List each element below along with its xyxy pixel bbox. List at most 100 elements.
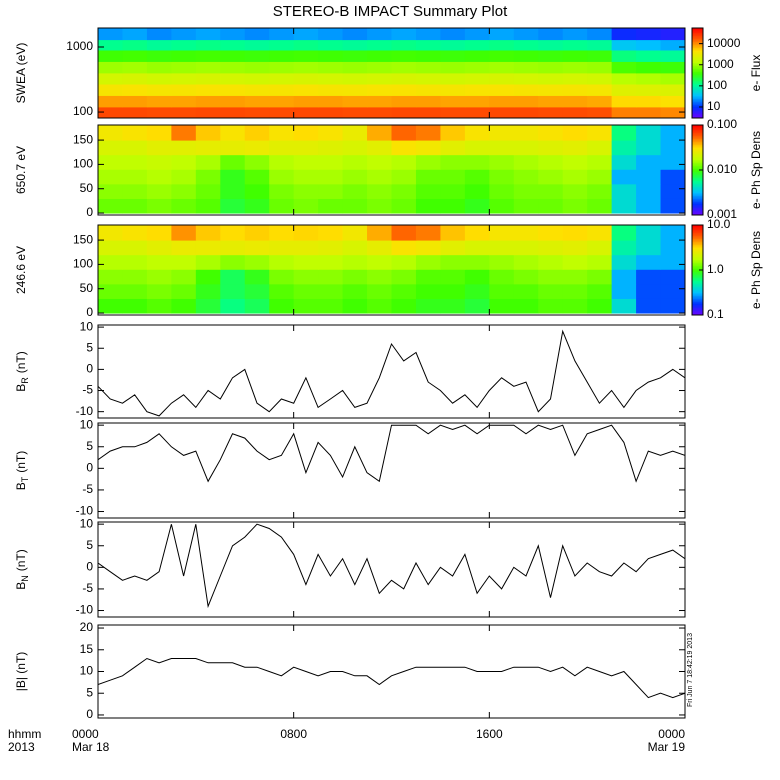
heatmap-cell — [391, 125, 417, 141]
colorbar-segment — [692, 238, 703, 241]
heatmap-cell — [244, 61, 270, 74]
heatmap-cell — [489, 140, 515, 156]
colorbar-segment — [692, 288, 703, 290]
heatmap-cell — [195, 49, 221, 62]
heatmap-cell — [464, 283, 490, 299]
heatmap-cell — [587, 269, 613, 285]
heatmap-cell — [562, 39, 588, 51]
colorbar-segment — [692, 29, 703, 32]
y-tick-label: 150 — [73, 132, 93, 146]
heatmap-cell — [562, 298, 588, 314]
colorbar-segment — [692, 100, 703, 102]
y-tick-label: 1000 — [66, 39, 93, 53]
heatmap-cell — [171, 39, 197, 51]
heatmap-cell — [587, 83, 613, 96]
heatmap-cell — [660, 154, 685, 170]
line-series — [98, 329, 685, 417]
heatmap-cell — [611, 298, 637, 314]
colorbar-segment — [692, 191, 703, 193]
heatmap-cell — [122, 83, 148, 96]
heatmap-cell — [293, 298, 319, 314]
y-tick-label: 15 — [80, 642, 94, 656]
heatmap-cell — [415, 254, 441, 270]
colorbar-segment — [692, 64, 703, 66]
colorbar-segment — [692, 62, 703, 65]
colorbar-segment — [692, 259, 703, 262]
heatmap-cell — [611, 240, 637, 256]
colorbar-segment — [692, 277, 703, 280]
y-tick-label: 10 — [80, 664, 94, 678]
heatmap-cell — [171, 49, 197, 62]
y-axis-label-main: 246.6 eV — [14, 246, 28, 294]
panel-frame — [97, 224, 686, 316]
heatmap-cell — [513, 106, 539, 118]
heatmap-cell — [562, 254, 588, 270]
plot-area — [98, 657, 685, 699]
heatmap-cell — [244, 28, 270, 41]
colorbar-segment — [692, 134, 703, 136]
colorbar-segment — [692, 50, 703, 53]
colorbar-segment — [692, 34, 703, 36]
panel-frame — [97, 624, 686, 719]
colorbar-segment — [692, 237, 703, 239]
heatmap-cell — [611, 72, 637, 85]
colorbar-segment — [692, 103, 703, 105]
colorbar-segment — [692, 128, 703, 130]
heatmap-cell — [122, 125, 148, 141]
heatmap-cell — [415, 198, 441, 214]
colorbar-segment — [692, 31, 703, 33]
heatmap-cell — [171, 83, 197, 96]
heatmap-cell — [146, 269, 172, 285]
heatmap-cell — [489, 283, 515, 299]
heatmap-cell — [318, 240, 344, 256]
heatmap-cell — [318, 183, 344, 199]
heatmap-cell — [146, 95, 172, 108]
heatmap-cell — [538, 49, 564, 62]
heatmap-cell — [415, 169, 441, 185]
heatmap-cell — [513, 83, 539, 96]
colorbar-label: e- Flux — [749, 55, 763, 92]
colorbar-segment — [692, 86, 703, 89]
heatmap-cell — [513, 154, 539, 170]
colorbar-segment — [692, 77, 703, 80]
colorbar-segment — [692, 141, 703, 144]
heatmap-cell — [587, 225, 613, 241]
heatmap-cell — [220, 49, 246, 62]
heatmap-cell — [171, 106, 197, 118]
heatmap-cell — [440, 49, 466, 62]
heatmap-cell — [464, 298, 490, 314]
heatmap-cell — [489, 72, 515, 85]
colorbar-segment — [692, 147, 703, 150]
heatmap-cell — [440, 198, 466, 214]
heatmap-cell — [269, 198, 295, 214]
heatmap-cell — [636, 169, 662, 185]
heatmap-cell — [342, 61, 368, 74]
y-tick-label: 100 — [73, 157, 93, 171]
colorbar-segment — [692, 306, 703, 308]
colorbar-segment — [692, 303, 703, 305]
heatmap-cell — [489, 95, 515, 108]
heatmap-cell — [220, 39, 246, 51]
heatmap-cell — [391, 183, 417, 199]
heatmap-cell — [440, 106, 466, 118]
heatmap-cell — [318, 140, 344, 156]
heatmap-cell — [122, 49, 148, 62]
heatmap-cell — [122, 95, 148, 108]
colorbar-segment — [692, 37, 703, 39]
x-axis-name: hhmm — [8, 727, 41, 741]
colorbar-segment — [692, 285, 703, 287]
heatmap-cell — [660, 198, 685, 214]
heatmap-cell — [293, 269, 319, 285]
chart-title: STEREO-B IMPACT Summary Plot — [273, 3, 508, 20]
colorbar-segment — [692, 244, 703, 247]
heatmap-cell — [440, 169, 466, 185]
heatmap-cell — [220, 198, 246, 214]
heatmap-cell — [171, 169, 197, 185]
heatmap-cell — [195, 283, 221, 299]
heatmap-cell — [513, 198, 539, 214]
heatmap-cell — [489, 269, 515, 285]
timestamp: Fri Jun 7 18:42:19 2013 — [687, 633, 694, 707]
heatmap-cell — [391, 254, 417, 270]
colorbar-segment — [692, 228, 703, 230]
heatmap-cell — [489, 298, 515, 314]
